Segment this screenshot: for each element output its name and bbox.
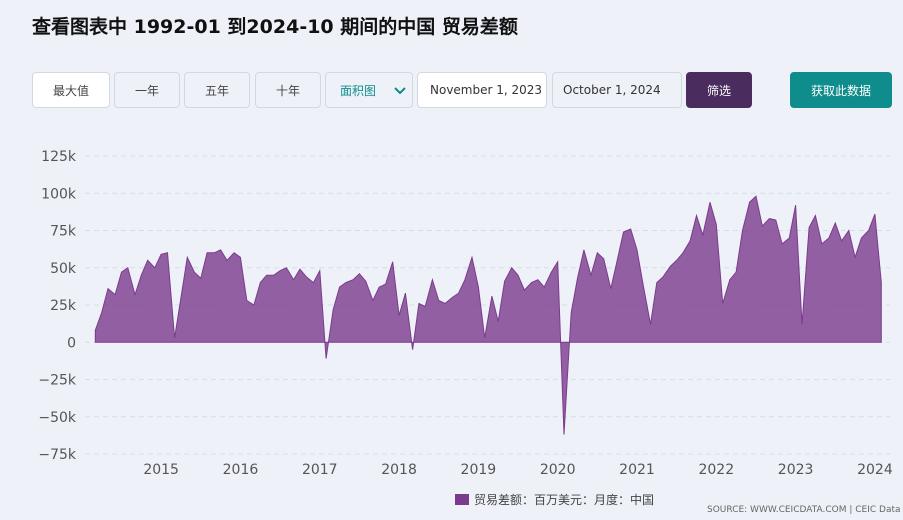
range-button[interactable]: 一年: [114, 72, 180, 108]
legend-swatch: [455, 494, 469, 505]
x-tick-label: 2019: [461, 462, 497, 478]
y-tick-label: 50k: [50, 261, 77, 277]
x-tick-label: 2020: [540, 462, 576, 478]
chevron: [394, 87, 406, 95]
x-tick-label: 2017: [302, 462, 338, 478]
start-date[interactable]: November 1, 2023: [417, 72, 547, 108]
x-tick-label: 2023: [778, 462, 814, 478]
x-tick-label: 2018: [381, 462, 417, 478]
area: [94, 195, 882, 435]
x-tick-label: 2015: [143, 462, 179, 478]
y-tick-label: −25k: [38, 373, 77, 389]
end-date[interactable]: October 1, 2024: [552, 72, 682, 108]
source: SOURCE: WWW.CEICDATA.COM | CEIC Data: [707, 505, 901, 515]
legend-label: 贸易差额：百万美元：月度：中国: [474, 492, 654, 507]
x-tick-label: 2022: [698, 462, 734, 478]
y-tick-label: 0: [67, 335, 76, 351]
y-tick-label: 100k: [41, 186, 77, 202]
filter-button[interactable]: 筛选: [686, 72, 752, 108]
y-tick-label: −75k: [38, 447, 77, 463]
range-button[interactable]: 十年: [255, 72, 321, 108]
y-tick-label: 75k: [50, 224, 77, 240]
x-tick-label: 2024: [857, 462, 893, 478]
range-button[interactable]: 最大值: [32, 72, 110, 108]
range-button[interactable]: 五年: [184, 72, 250, 108]
get-data-button[interactable]: 获取此数据: [790, 72, 892, 108]
y-tick-label: 25k: [50, 298, 77, 314]
y-tick-label: −50k: [38, 410, 77, 426]
chart-type-select[interactable]: 面积图: [325, 72, 413, 108]
y-tick-label: 125k: [41, 149, 77, 165]
x-tick-label: 2016: [223, 462, 259, 478]
title: 查看图表中 1992-01 到2024-10 期间的中国 贸易差额: [32, 16, 518, 38]
x-tick-label: 2021: [619, 462, 655, 478]
select-text: 面积图: [340, 83, 377, 98]
